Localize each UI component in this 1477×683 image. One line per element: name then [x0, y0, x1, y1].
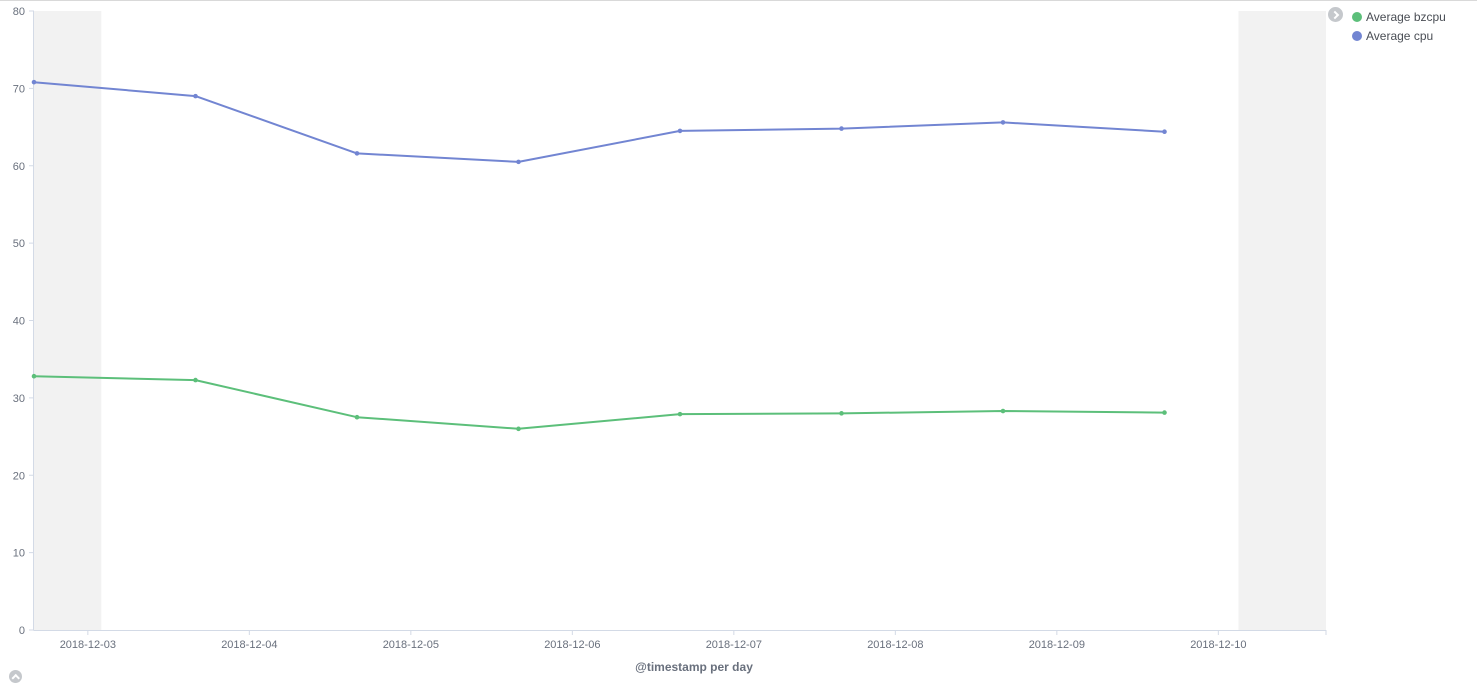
- data-point-average-cpu[interactable]: [1162, 129, 1167, 135]
- legend-item-average-bzcpu[interactable]: Average bzcpu: [1352, 7, 1446, 26]
- x-tick-label: 2018-12-05: [383, 639, 439, 651]
- y-tick-label: 70: [13, 83, 25, 95]
- data-point-average-bzcpu[interactable]: [31, 373, 37, 379]
- data-point-average-bzcpu[interactable]: [516, 426, 521, 432]
- series-line-average-bzcpu: [33, 375, 1165, 430]
- shaded-ranges: [34, 11, 1326, 630]
- y-tick-label: 20: [13, 470, 25, 482]
- y-tick-label: 50: [13, 238, 25, 250]
- data-point-average-cpu[interactable]: [677, 128, 683, 134]
- data-point-average-bzcpu[interactable]: [1000, 408, 1006, 414]
- data-point-average-cpu[interactable]: [516, 159, 521, 165]
- data-point-average-bzcpu[interactable]: [193, 377, 198, 383]
- y-tick-label: 80: [13, 6, 25, 18]
- y-tick-label: 10: [13, 548, 25, 560]
- shaded-range-0: [34, 11, 102, 630]
- data-point-average-cpu[interactable]: [31, 79, 37, 85]
- x-tick-label: 2018-12-09: [1029, 639, 1085, 651]
- chevron-up-icon[interactable]: [9, 670, 22, 683]
- legend-item-average-cpu[interactable]: Average cpu: [1352, 26, 1446, 45]
- axes: 0 10 20 30 40 50 60 70 80 2018-12-03 2018-12-04 201…: [13, 6, 1327, 651]
- y-tick-label: 30: [13, 393, 25, 405]
- shaded-range-1: [1238, 11, 1326, 630]
- legend-label: Average cpu: [1366, 28, 1434, 43]
- legend-label: Average bzcpu: [1366, 9, 1446, 24]
- legend-list: Average bzcpu Average cpu: [1352, 7, 1446, 45]
- x-tick-label: 2018-12-06: [544, 639, 600, 651]
- x-tick-label: 2018-12-10: [1190, 639, 1246, 651]
- legend-dot-icon: [1352, 11, 1362, 22]
- x-tick-label: 2018-12-04: [221, 639, 277, 651]
- legend-dot-icon: [1352, 30, 1362, 41]
- y-tick-label: 60: [13, 161, 25, 173]
- chevron-right-icon[interactable]: [1328, 7, 1343, 22]
- data-point-average-cpu[interactable]: [354, 151, 360, 156]
- data-point-average-bzcpu[interactable]: [1162, 410, 1167, 415]
- y-tick-label: 0: [19, 625, 25, 637]
- top-border: [0, 0, 1477, 1]
- data-point-average-cpu[interactable]: [839, 126, 844, 131]
- x-tick-label: 2018-12-07: [706, 639, 762, 651]
- data-point-average-cpu[interactable]: [193, 93, 198, 99]
- series-lines: [31, 79, 1167, 432]
- x-tick-label: 2018-12-08: [867, 639, 923, 651]
- x-tick-label: 2018-12-03: [60, 639, 116, 651]
- data-point-average-bzcpu[interactable]: [677, 411, 683, 417]
- data-point-average-bzcpu[interactable]: [839, 411, 844, 416]
- series-line-average-cpu: [33, 81, 1165, 163]
- data-point-average-cpu[interactable]: [1000, 120, 1006, 125]
- y-tick-label: 40: [13, 316, 25, 328]
- data-point-average-bzcpu[interactable]: [354, 414, 360, 420]
- x-axis-title: @timestamp per day: [635, 660, 753, 674]
